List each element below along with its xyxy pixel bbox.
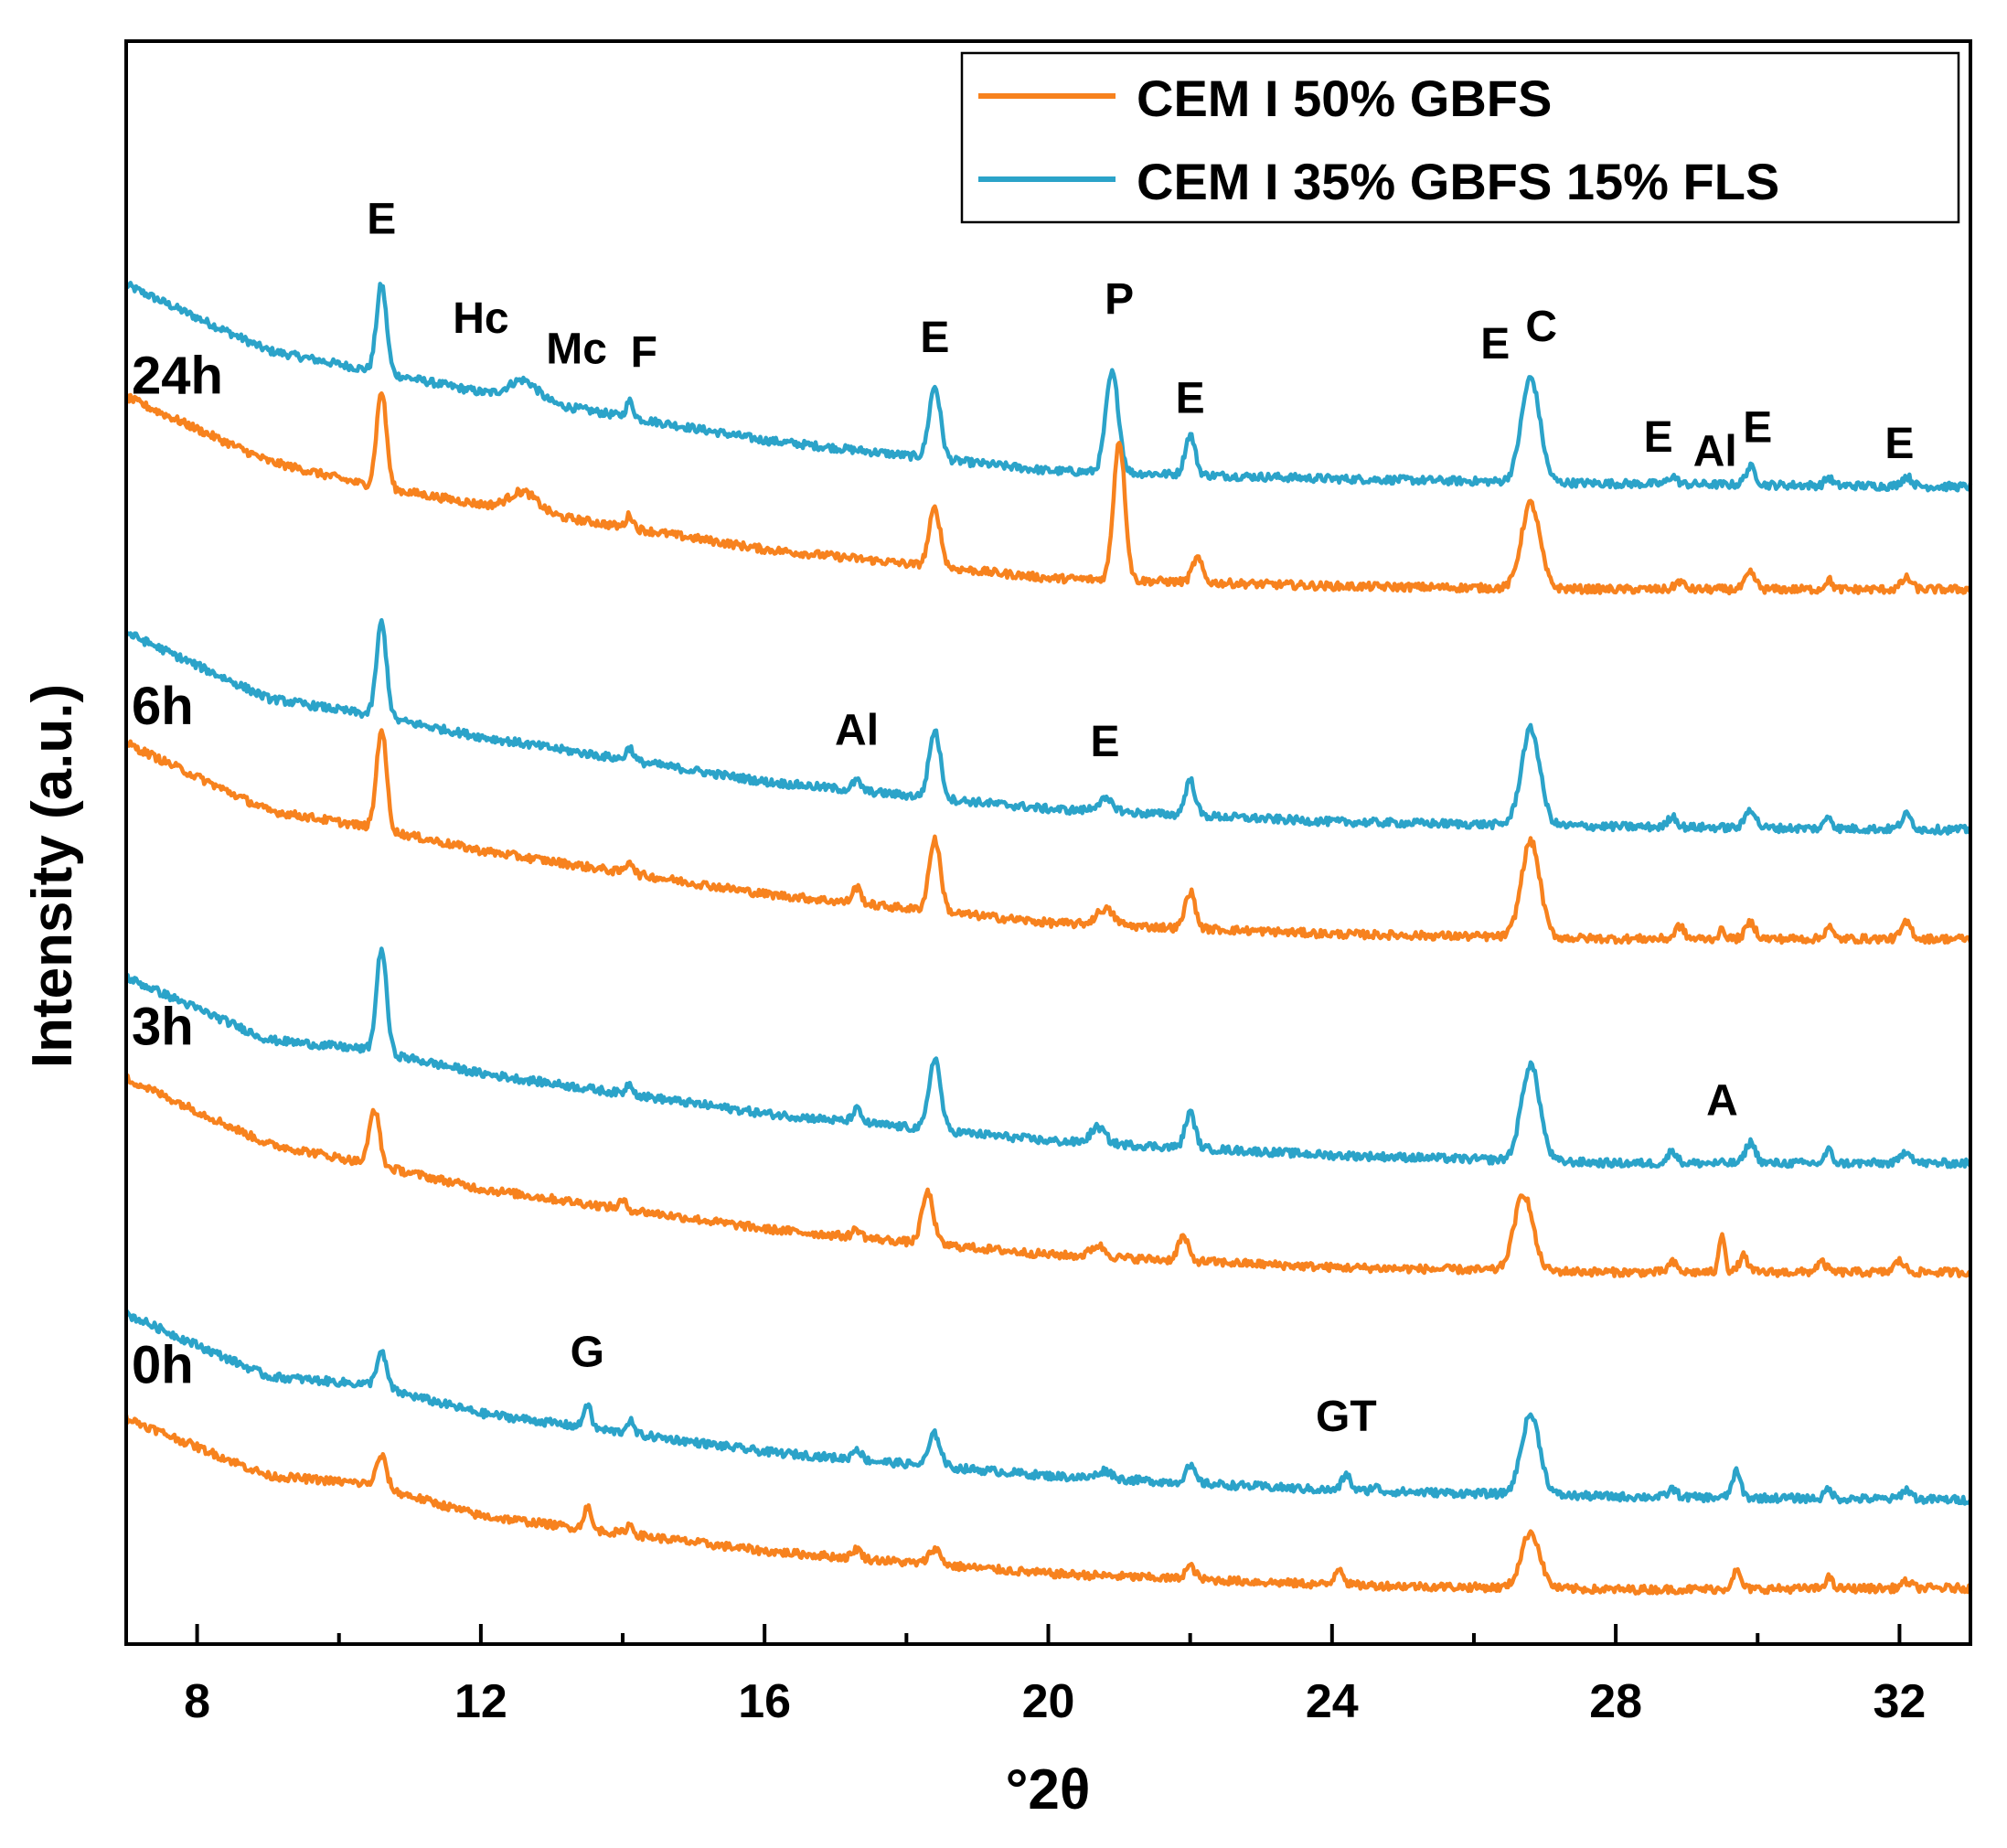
time-label-0h: 0h bbox=[132, 1335, 194, 1394]
legend: CEM I 50% GBFS CEM I 35% GBFS 15% FLS bbox=[960, 51, 1960, 224]
time-label-3h: 3h bbox=[132, 997, 194, 1056]
trace-6h-cem-i-35-gbfs-15-fls bbox=[125, 617, 1971, 836]
peak-label-e: E bbox=[1743, 403, 1772, 452]
peak-label-hc: Hc bbox=[453, 294, 508, 343]
peak-label-c: C bbox=[1525, 303, 1557, 351]
peak-label-al: Al bbox=[835, 707, 879, 755]
x-axis-title: °2θ bbox=[1006, 1758, 1091, 1821]
peak-label-g: G bbox=[571, 1329, 604, 1377]
peak-label-e: E bbox=[920, 314, 949, 362]
trace-24h-cem-i-50-gbfs bbox=[124, 390, 1972, 596]
peak-label-a: A bbox=[1706, 1077, 1738, 1126]
peak-label-e: E bbox=[1176, 375, 1205, 423]
peak-label-f: F bbox=[631, 328, 657, 377]
trace-3h-cem-i-35-gbfs-15-fls bbox=[125, 946, 1973, 1170]
plot-frame bbox=[124, 39, 1972, 1646]
time-label-6h: 6h bbox=[132, 677, 194, 736]
x-tick-label: 16 bbox=[738, 1675, 791, 1728]
time-labels: 24h 6h 3h 0h bbox=[132, 347, 223, 1395]
x-tick-label: 32 bbox=[1874, 1675, 1927, 1728]
trace-6h-cem-i-50-gbfs bbox=[124, 728, 1973, 945]
x-tick-label: 12 bbox=[454, 1675, 507, 1728]
peak-label-e: E bbox=[1480, 320, 1510, 369]
time-label-24h: 24h bbox=[132, 347, 223, 406]
trace-3h-cem-i-50-gbfs bbox=[124, 1073, 1973, 1278]
x-tick-label: 28 bbox=[1589, 1675, 1642, 1728]
peak-label-p: P bbox=[1105, 275, 1134, 324]
trace-24h-cem-i-35-gbfs-15-fls bbox=[123, 281, 1973, 493]
peak-label-gt: GT bbox=[1316, 1393, 1377, 1441]
legend-box bbox=[960, 51, 1960, 224]
trace-0h-cem-i-35-gbfs-15-fls bbox=[124, 1309, 1972, 1506]
peak-label-e: E bbox=[1644, 413, 1673, 462]
y-axis-title: Intensity (a.u.) bbox=[21, 684, 84, 1068]
x-tick-label: 24 bbox=[1306, 1675, 1359, 1728]
legend-label-cem-i-50-gbfs: CEM I 50% GBFS bbox=[1137, 69, 1552, 127]
series-layer bbox=[123, 281, 1973, 1596]
x-axis-ticks: 8 12 16 20 24 28 32 bbox=[184, 1624, 1926, 1728]
peak-label-e: E bbox=[367, 195, 396, 243]
legend-label-cem-i-35-gbfs-15-fls: CEM I 35% GBFS 15% FLS bbox=[1137, 153, 1779, 210]
trace-0h-cem-i-50-gbfs bbox=[123, 1415, 1973, 1596]
peak-label-al: Al bbox=[1693, 428, 1737, 476]
peak-label-e: E bbox=[1884, 420, 1914, 468]
x-tick-label: 8 bbox=[184, 1675, 210, 1728]
peak-label-e: E bbox=[1091, 718, 1120, 766]
peak-label-mc: Mc bbox=[546, 325, 607, 373]
x-tick-label: 20 bbox=[1022, 1675, 1075, 1728]
